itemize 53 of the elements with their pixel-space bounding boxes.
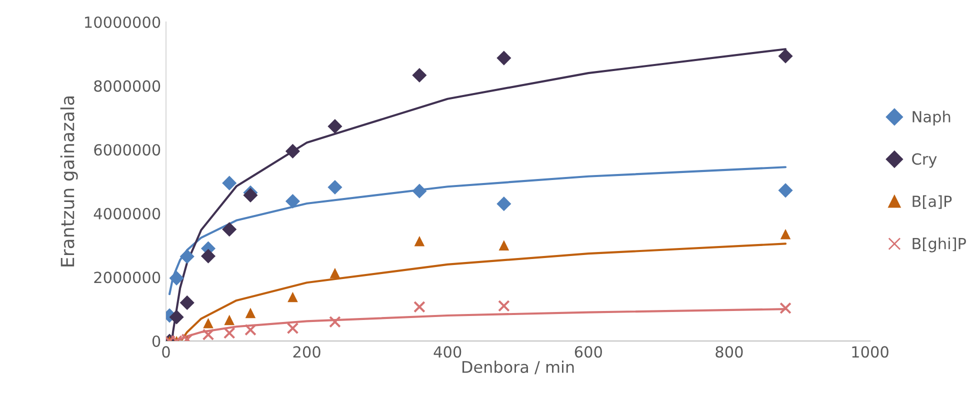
point — [180, 295, 194, 310]
x-tick-label: 400 — [434, 346, 462, 358]
line-series — [180, 242, 787, 341]
x-tick-label: 1000 — [852, 346, 888, 358]
point — [329, 316, 341, 328]
point — [496, 50, 512, 66]
point — [412, 68, 427, 83]
x-tick-label: 200 — [293, 346, 320, 358]
point — [285, 194, 300, 209]
point — [222, 176, 237, 190]
x-tick-label: 600 — [574, 346, 602, 358]
point — [202, 328, 214, 341]
point — [414, 236, 425, 246]
point — [328, 180, 342, 195]
point — [778, 48, 793, 64]
y-tick-label: 6000000 — [94, 144, 160, 156]
x-tick-label: 0 — [162, 346, 170, 358]
point — [286, 322, 299, 334]
x-axis-title: Denbora / min — [462, 360, 574, 374]
line-series — [168, 166, 787, 296]
y-tick-label: 4000000 — [94, 208, 160, 220]
y-tick-label: 2000000 — [94, 272, 160, 284]
point — [169, 310, 184, 324]
point — [169, 270, 184, 286]
y-tick-label: 10000000 — [85, 16, 160, 28]
y-tick-label: 0 — [152, 335, 160, 348]
point — [778, 183, 793, 198]
point — [412, 184, 427, 198]
legend-label: Cry — [912, 153, 937, 168]
point — [496, 196, 512, 212]
point — [328, 119, 342, 134]
point — [330, 268, 340, 278]
point — [498, 300, 510, 312]
point — [224, 314, 235, 326]
point — [245, 308, 256, 318]
point — [200, 248, 216, 264]
point — [285, 144, 300, 158]
point — [223, 327, 236, 339]
legend-label: B[ghi]P — [912, 238, 966, 252]
point — [222, 222, 237, 237]
x-tick-label: 800 — [716, 346, 743, 358]
legend-label: Naph — [912, 110, 950, 126]
y-tick-label: 8000000 — [94, 80, 160, 92]
point — [413, 300, 426, 313]
point — [780, 228, 791, 240]
point — [180, 249, 194, 264]
y-axis-title: Erantzun gainazala — [60, 96, 78, 266]
legend-label: B[a]P — [912, 195, 952, 209]
point — [288, 292, 298, 302]
point — [244, 324, 256, 336]
point — [203, 318, 214, 328]
point — [780, 302, 792, 314]
point — [498, 240, 510, 250]
